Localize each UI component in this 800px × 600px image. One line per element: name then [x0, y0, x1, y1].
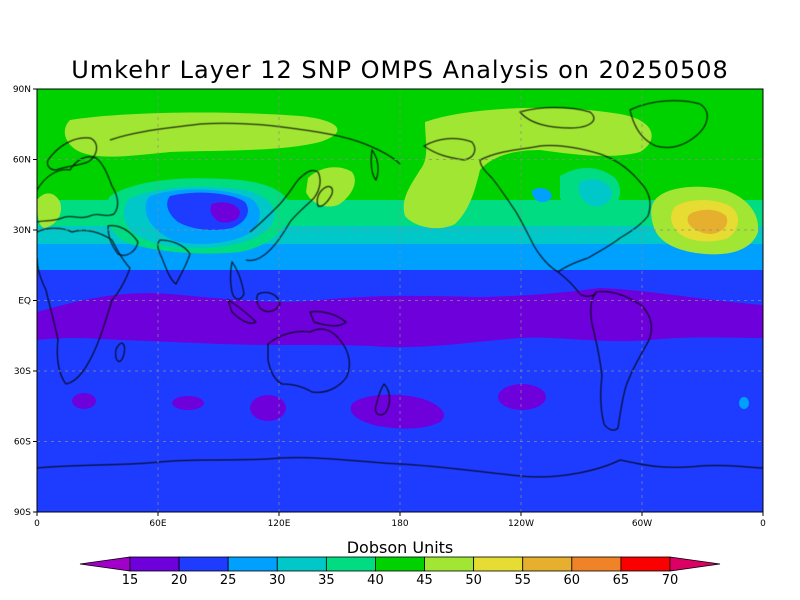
coastline-new-guinea [309, 311, 347, 327]
colorbar-overflow [669, 556, 721, 572]
lon-label-60w: 60W [632, 519, 652, 529]
lat-axis [33, 88, 37, 513]
lon-label-0-left: 0 [34, 519, 40, 529]
coastline-east-asia [245, 169, 321, 261]
coastline-australia [267, 328, 350, 393]
patch-50-europe [37, 193, 62, 228]
colorbar-swatch [325, 556, 376, 572]
coastline-india [157, 239, 191, 285]
lat-label-30s: 30S [14, 367, 31, 377]
patch-50-pacific [403, 107, 652, 229]
coastline-scandinavia [47, 137, 97, 171]
band-20-equatorial [37, 288, 763, 348]
colorbar-swatch [178, 556, 229, 572]
map-title: Umkehr Layer 12 SNP OMPS Analysis on 202… [71, 56, 729, 84]
colorbar-level-label: 30 [269, 573, 286, 588]
colorbar-swatch [375, 556, 425, 572]
coastline-south-america [590, 291, 652, 431]
colorbar-level-label: 55 [514, 573, 531, 588]
patch-30-south-atlantic [739, 397, 749, 409]
lon-axis [36, 512, 764, 516]
coastline-alaska [423, 138, 476, 161]
coastline-sumatra [227, 298, 257, 324]
coastline-asia-north [109, 122, 401, 165]
graticule [37, 89, 763, 512]
patch-20-tibet [210, 202, 240, 223]
lat-label-60s: 60S [14, 438, 31, 448]
colorbar-level-label: 35 [318, 573, 335, 588]
lon-label-60e: 60E [149, 519, 166, 529]
coastline-new-zealand [375, 383, 391, 416]
patch-60-atlantic [687, 209, 728, 234]
patch-20-south-indian [172, 396, 204, 410]
coastline-north-america [479, 145, 651, 273]
lon-label-180: 180 [391, 519, 408, 529]
colorbar-swatch [424, 556, 475, 572]
lat-label-90n: 90N [13, 85, 31, 95]
colorbar-underflow [79, 556, 131, 572]
patch-20-south-pacific [498, 384, 546, 410]
lat-label-eq: EQ [18, 297, 31, 307]
colorbar-swatch [571, 556, 622, 572]
lat-label-90s: 90S [14, 508, 31, 518]
lat-label-60n: 60N [13, 156, 31, 166]
colorbar-swatch [227, 556, 278, 572]
patch-35-atlantic [578, 179, 612, 207]
lat-labels: 90N 60N 30N EQ 30S 60S 90S [13, 85, 31, 518]
coastline-europe [37, 156, 119, 223]
colorbar-swatch [276, 556, 327, 572]
colorbar-title: Dobson Units [347, 538, 454, 557]
colorbar-swatch [129, 556, 180, 572]
lon-label-0-right: 0 [760, 519, 766, 529]
coastline-arctic-islands [519, 107, 595, 129]
patch-30-namerica [532, 188, 552, 203]
coastline-arabia [107, 225, 139, 256]
lon-label-120w: 120W [508, 519, 534, 529]
colorbar-level-label: 60 [564, 573, 581, 588]
colorbar-swatch [473, 556, 524, 572]
coastlines [37, 100, 763, 478]
lon-labels: 0 60E 120E 180 120W 60W 0 [34, 519, 766, 529]
coastline-kamchatka [370, 148, 379, 181]
coastline-antarctica [37, 457, 763, 478]
lat-label-30n: 30N [13, 226, 31, 236]
coastline-central-america [557, 271, 597, 297]
colorbar-swatch [522, 556, 573, 572]
colorbar-level-label: 45 [416, 573, 433, 588]
colorbar-level-label: 65 [613, 573, 630, 588]
coastline-japan [316, 186, 333, 207]
coastline-greenland [629, 100, 708, 149]
patch-20-tasman [350, 394, 444, 429]
coastline-indochina [230, 260, 245, 300]
lon-label-120e: 120E [268, 519, 291, 529]
colorbar-level-label: 25 [220, 573, 237, 588]
colorbar-level-label: 40 [367, 573, 384, 588]
patch-20-south-australia [250, 395, 286, 421]
patch-50-siberia [64, 112, 338, 157]
colorbar [79, 556, 721, 572]
colorbar-level-label: 50 [465, 573, 482, 588]
colorbar-level-label: 15 [122, 573, 139, 588]
colorbar-labels: 15 20 25 30 35 40 45 50 55 60 65 70 [122, 573, 679, 588]
colorbar-level-label: 70 [662, 573, 679, 588]
colorbar-swatch [620, 556, 671, 572]
patch-20-south-atlantic [72, 393, 96, 409]
coastline-madagascar [115, 342, 125, 362]
colorbar-level-label: 20 [171, 573, 188, 588]
coastline-africa [37, 227, 131, 385]
